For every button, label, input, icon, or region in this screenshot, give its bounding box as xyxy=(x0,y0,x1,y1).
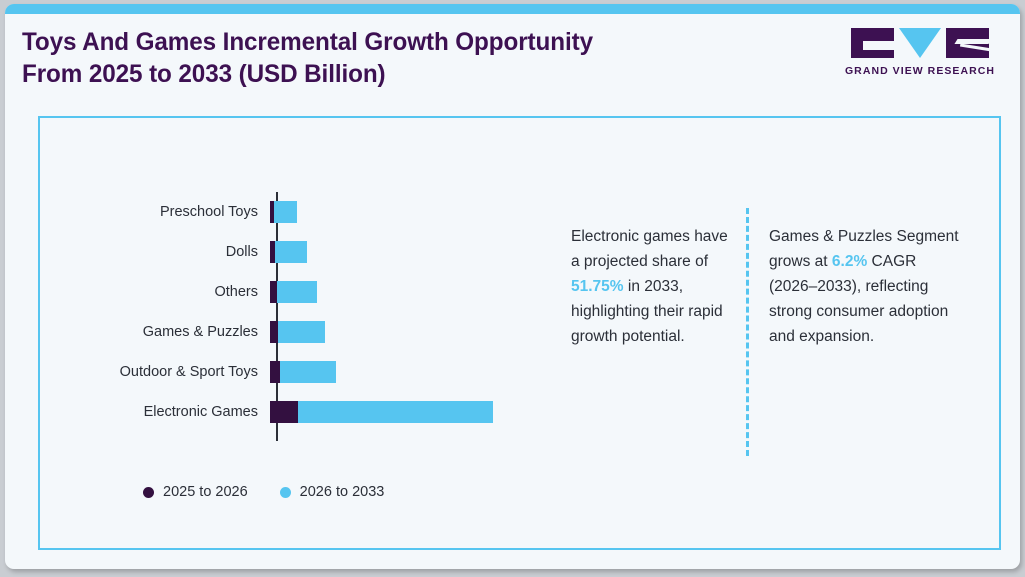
logo-v-triangle-icon xyxy=(899,28,941,58)
chart-row: Electronic Games xyxy=(40,392,570,432)
stacked-bar xyxy=(270,201,297,223)
bar-segment-2025-2026 xyxy=(270,361,280,383)
legend-dot-icon xyxy=(143,486,154,498)
legend-label: 2026 to 2033 xyxy=(299,484,385,500)
bar-segment-2025-2026 xyxy=(270,241,275,263)
logo-g-icon xyxy=(851,28,896,58)
brand-logo: GRAND VIEW RESEARCH xyxy=(844,28,996,77)
category-label: Others xyxy=(214,283,258,300)
callout-left: Electronic games have a projected share … xyxy=(571,224,736,350)
bar-segment-2025-2026 xyxy=(270,281,277,303)
callout-right-highlight: 6.2% xyxy=(831,253,868,271)
legend-label: 2025 to 2026 xyxy=(163,484,248,500)
stacked-bar xyxy=(270,241,307,263)
logo-wordmark: GRAND VIEW RESEARCH xyxy=(844,65,996,77)
bar-chart: Preschool Toys Dolls Others Games & Puzzles… xyxy=(40,118,570,552)
callout-left-highlight: 51.75% xyxy=(571,278,624,296)
stacked-bar xyxy=(270,281,317,303)
bar-segment-2026-2033 xyxy=(278,321,325,343)
callout-right-pre: Games & Puzzles Segment grows at xyxy=(769,228,959,271)
bar-segment-2026-2033 xyxy=(298,401,493,423)
bar-segment-2025-2026 xyxy=(270,401,298,423)
callout-right-post: CAGR (2026–2033), reflecting strong cons… xyxy=(769,253,949,346)
category-label: Preschool Toys xyxy=(159,203,258,220)
logo-marks xyxy=(844,28,996,58)
bar-segment-2026-2033 xyxy=(280,361,336,383)
bar-segment-2026-2033 xyxy=(277,281,317,303)
chart-row: Outdoor & Sport Toys xyxy=(40,352,570,392)
bar-segment-2025-2026 xyxy=(270,321,278,343)
category-label: Dolls xyxy=(225,243,258,260)
stacked-bar xyxy=(270,361,336,383)
page-title: Toys And Games Incremental Growth Opport… xyxy=(22,28,593,88)
category-label: Electronic Games xyxy=(143,403,258,420)
top-accent-bar xyxy=(5,4,1020,14)
callout-divider xyxy=(746,208,749,456)
chart-panel: Preschool Toys Dolls Others Games & Puzzles… xyxy=(38,116,1001,550)
chart-row: Games & Puzzles xyxy=(40,312,570,352)
stacked-bar xyxy=(270,321,325,343)
chart-row: Others xyxy=(40,272,570,312)
bar-segment-2025-2026 xyxy=(270,201,274,223)
logo-r-icon xyxy=(946,28,989,58)
category-label: Games & Puzzles xyxy=(142,323,258,340)
chart-row: Dolls xyxy=(40,232,570,272)
category-label: Outdoor & Sport Toys xyxy=(119,363,258,380)
chart-rows: Preschool Toys Dolls Others Games & Puzzles… xyxy=(40,192,570,432)
bar-segment-2026-2033 xyxy=(274,201,297,223)
legend-dot-icon xyxy=(279,486,291,498)
callout-right: Games & Puzzles Segment grows at 6.2% CA… xyxy=(769,224,959,350)
callout-left-post: in 2033, highlighting their rapid growth… xyxy=(571,278,723,346)
bar-segment-2026-2033 xyxy=(275,241,307,263)
y-axis-line xyxy=(276,192,278,441)
chart-legend: 2025 to 2026 2026 to 2033 xyxy=(143,485,384,500)
infographic-card: Toys And Games Incremental Growth Opport… xyxy=(5,4,1020,569)
callout-left-pre: Electronic games have a projected share … xyxy=(571,228,728,271)
legend-item[interactable]: 2026 to 2033 xyxy=(279,484,385,500)
chart-row: Preschool Toys xyxy=(40,192,570,232)
legend-item[interactable]: 2025 to 2026 xyxy=(143,485,248,500)
stacked-bar xyxy=(270,401,493,423)
